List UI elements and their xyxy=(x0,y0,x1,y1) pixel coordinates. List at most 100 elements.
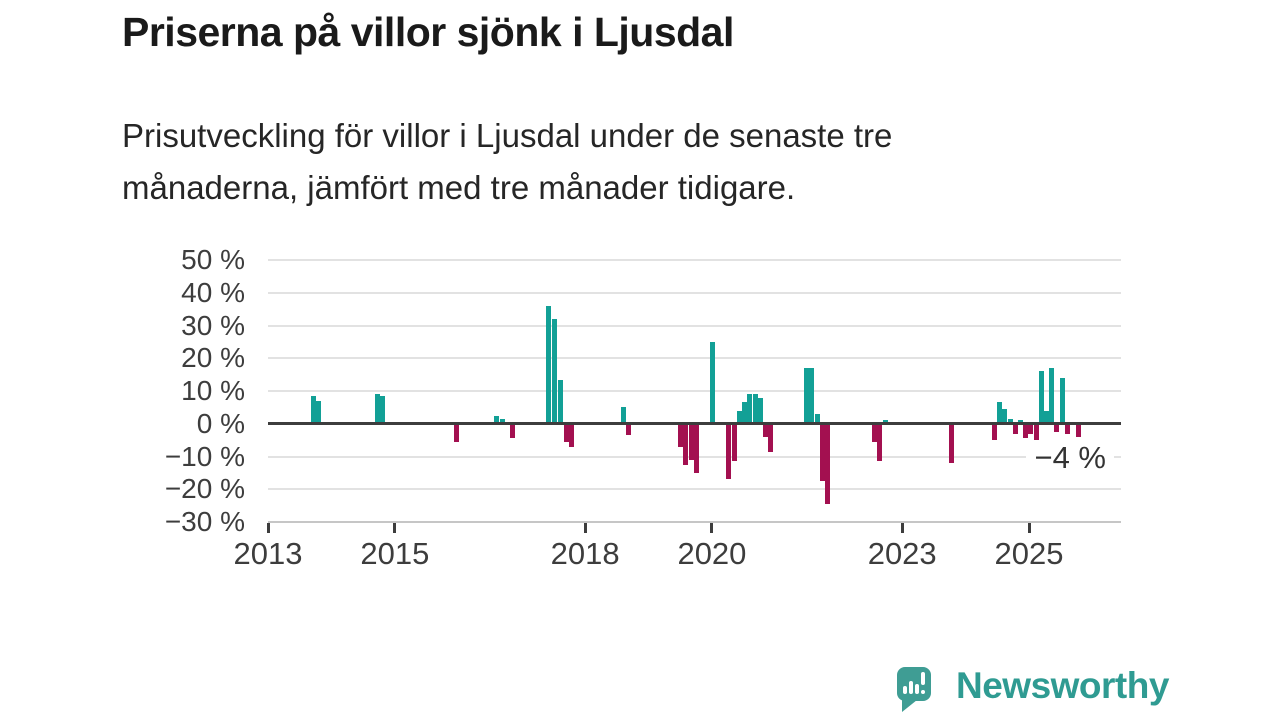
bar xyxy=(453,423,459,442)
bar xyxy=(626,423,632,436)
bar xyxy=(1017,420,1023,424)
bar xyxy=(757,397,763,424)
bar xyxy=(1038,371,1044,424)
subtitle-line-1: Prisutveckling för villor i Ljusdal unde… xyxy=(122,117,893,154)
gridline xyxy=(268,521,1121,523)
gridline xyxy=(268,357,1121,360)
bar xyxy=(1002,409,1008,424)
bar xyxy=(725,423,731,480)
bar xyxy=(736,410,742,424)
bar xyxy=(552,318,558,424)
bar xyxy=(1028,423,1034,434)
bar xyxy=(694,423,700,473)
y-axis-labels: 50 % 40 % 30 % 20 % 10 % 0 % −10 % −20 % −30 % xyxy=(100,245,245,537)
bar xyxy=(871,423,877,442)
y-axis-tick-label: 40 % xyxy=(181,276,245,308)
bar xyxy=(311,395,317,424)
x-axis-tick xyxy=(266,523,270,533)
logo-wordmark: Newsworthy xyxy=(956,665,1169,706)
bar xyxy=(882,420,888,424)
gridline xyxy=(268,259,1121,261)
bar xyxy=(803,368,809,424)
bar xyxy=(710,341,716,424)
x-axis-tick xyxy=(393,523,397,533)
bar xyxy=(992,423,998,441)
bar xyxy=(1022,423,1028,439)
bar xyxy=(688,423,694,460)
bar xyxy=(569,423,575,447)
bar xyxy=(379,395,385,424)
latest-value-annotation: −4 % xyxy=(1026,440,1114,476)
gridline xyxy=(268,291,1121,294)
x-axis-tick xyxy=(1027,523,1031,533)
bar xyxy=(819,423,825,482)
bar xyxy=(768,423,774,452)
x-axis-tick-label: 2013 xyxy=(233,536,303,571)
bar xyxy=(494,415,500,424)
bar xyxy=(747,394,753,424)
x-axis-tick-label: 2020 xyxy=(677,536,747,571)
y-axis-tick-label: −10 % xyxy=(164,440,245,472)
bar xyxy=(814,413,820,424)
bar xyxy=(500,418,506,424)
y-axis-tick-label: 50 % xyxy=(181,244,245,275)
bar xyxy=(683,423,689,465)
x-axis-tick-label: 2015 xyxy=(360,536,430,571)
bar xyxy=(825,423,831,504)
x-axis-tick-label: 2023 xyxy=(867,536,937,571)
y-axis-tick-label: 10 % xyxy=(181,375,245,406)
plot-area xyxy=(268,259,1121,523)
bar xyxy=(1054,423,1060,432)
x-axis-tick-label: 2018 xyxy=(550,536,620,571)
x-axis-tick xyxy=(583,523,587,533)
subtitle-line-2: månaderna, jämfört med tre månader tidig… xyxy=(122,169,796,206)
bar xyxy=(677,423,683,447)
bar xyxy=(1049,368,1055,424)
bar xyxy=(563,423,569,442)
logo-exclamation-stem-icon xyxy=(921,672,925,685)
bar xyxy=(741,402,747,424)
gridline xyxy=(268,324,1121,327)
bar xyxy=(510,423,516,439)
bar xyxy=(997,402,1003,424)
x-axis-tick xyxy=(900,523,904,533)
bar xyxy=(1033,423,1039,441)
bar xyxy=(546,305,552,424)
bar xyxy=(557,379,563,424)
speech-bubble-tail-icon xyxy=(902,700,917,712)
bar xyxy=(1007,418,1013,424)
x-axis-tick xyxy=(710,523,714,533)
bar xyxy=(620,407,626,424)
bar xyxy=(949,423,955,464)
logo-exclamation-dot-icon xyxy=(921,690,925,694)
y-axis-tick-label: 20 % xyxy=(181,342,245,374)
logo-bar-icon xyxy=(909,681,913,694)
x-axis: 2013 2015 2018 2020 2023 2025 xyxy=(234,522,1121,582)
bar xyxy=(1065,423,1071,434)
bar xyxy=(876,423,882,462)
y-axis-tick-label: 30 % xyxy=(181,309,245,341)
gridline xyxy=(268,390,1121,392)
gridline xyxy=(268,488,1121,491)
bar xyxy=(731,423,737,462)
bar xyxy=(809,368,814,424)
y-axis-tick-label: −20 % xyxy=(164,473,245,505)
bar xyxy=(763,423,769,437)
zero-baseline xyxy=(268,422,1121,426)
chart-subtitle: Prisutveckling för villor i Ljusdal unde… xyxy=(122,110,1182,214)
y-axis-tick-label: −30 % xyxy=(164,506,245,537)
bar xyxy=(1012,423,1018,434)
logo-bar-icon xyxy=(915,684,919,694)
x-axis-tick-label: 2025 xyxy=(994,536,1064,571)
chart-title: Priserna på villor sjönk i Ljusdal xyxy=(122,9,734,55)
bar xyxy=(316,400,322,424)
bar xyxy=(374,394,380,424)
bar xyxy=(752,394,758,424)
logo-bar-icon xyxy=(903,686,907,694)
newsworthy-speech-bubble-chart-icon xyxy=(897,667,931,701)
bar xyxy=(1044,410,1050,424)
bar xyxy=(1076,423,1081,437)
y-axis-tick-label: 0 % xyxy=(196,407,245,439)
bar xyxy=(1060,377,1066,424)
